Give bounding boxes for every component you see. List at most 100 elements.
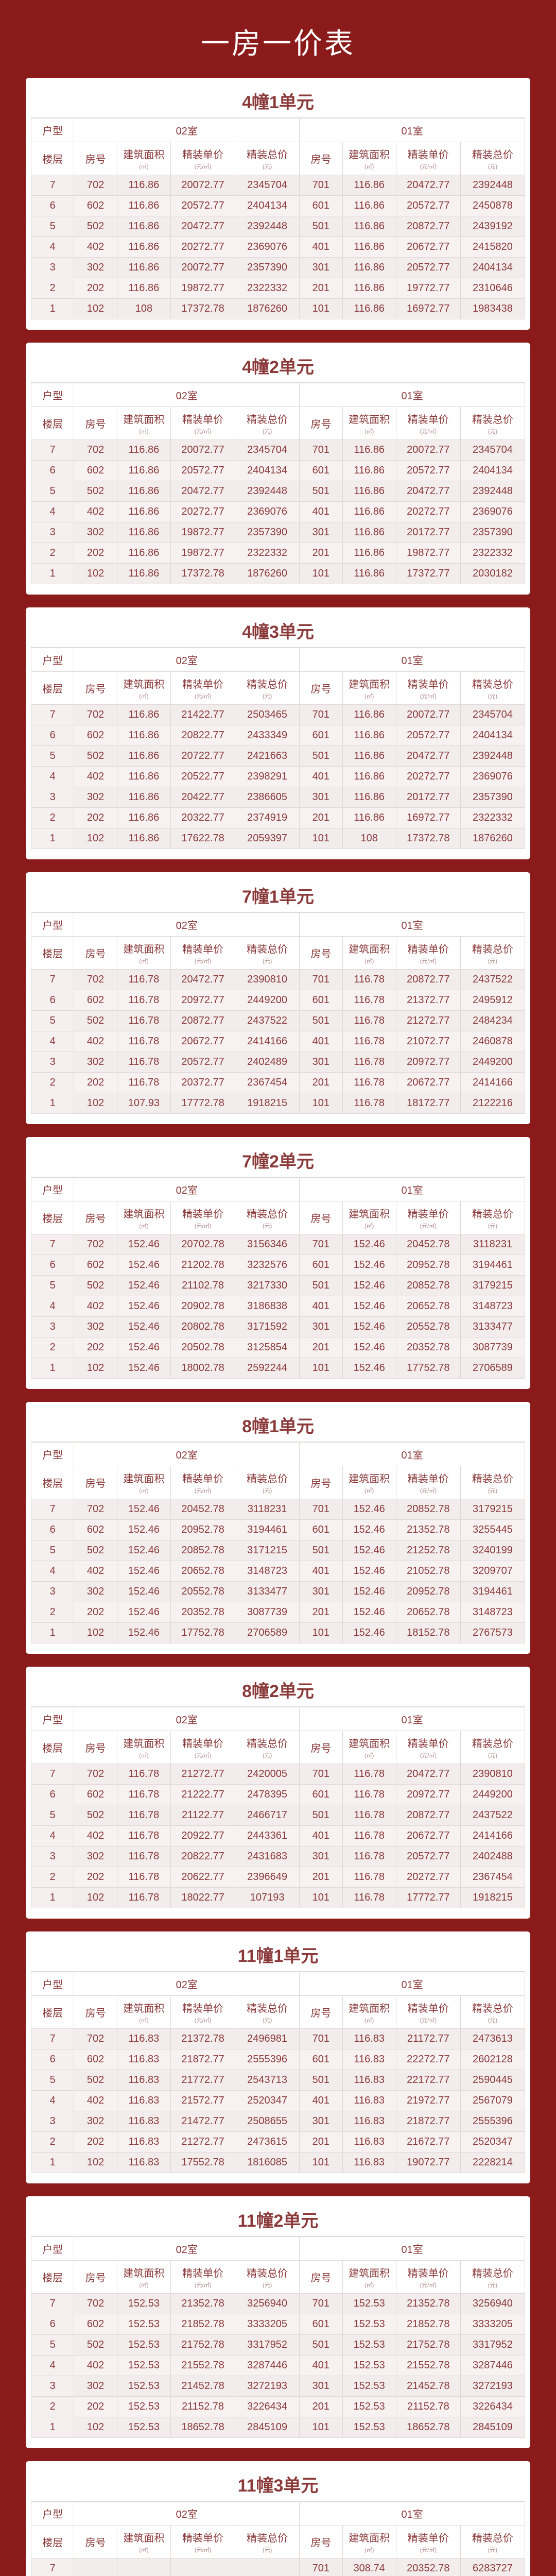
cell: 2392448	[460, 481, 525, 502]
cell: 302	[74, 258, 117, 278]
cell: 17372.78	[171, 564, 235, 584]
cell: 1	[31, 2417, 74, 2438]
cell: 152.46	[342, 1520, 396, 1540]
table-row: 5502152.4620852.783171215501152.4621252.…	[31, 1540, 525, 1561]
cell: 202	[74, 1337, 117, 1358]
cell: 21152.78	[171, 2397, 235, 2417]
table-row: 1102107.9317772.781918215101116.7818172.…	[31, 1093, 525, 1114]
col-hxc: 户型	[31, 383, 74, 407]
cell: 7	[31, 970, 74, 990]
col-header: 精装单价(元/㎡)	[396, 1731, 460, 1764]
cell: 19872.77	[396, 543, 460, 564]
table-row: 3302152.5321452.783272193301152.5321452.…	[31, 2376, 525, 2397]
cell: 302	[74, 1052, 117, 1073]
table-row: 6602152.5321852.783333205601152.5321852.…	[31, 2314, 525, 2335]
cell: 116.86	[342, 237, 396, 258]
cell: 116.78	[117, 1011, 170, 1031]
cell: 20572.77	[396, 1846, 460, 1867]
cell: 301	[300, 2376, 342, 2397]
cell: 116.86	[117, 461, 170, 481]
cell: 2495912	[460, 990, 525, 1011]
cell: 2590445	[460, 2070, 525, 2091]
cell: 116.83	[342, 2091, 396, 2111]
price-card: 11幢1单元户型02室01室楼层房号建筑面积(㎡)精装单价(元/㎡)精装总价(元…	[26, 1931, 530, 2183]
col-header: 精装单价(元/㎡)	[171, 407, 235, 440]
col-header: 精装总价(元)	[235, 2261, 300, 2294]
cell: 3317952	[235, 2335, 300, 2355]
col-header: 建筑面积(㎡)	[117, 1996, 170, 2029]
cell: 20272.77	[396, 1867, 460, 1888]
cell: 116.78	[342, 990, 396, 1011]
cell: 2	[31, 278, 74, 299]
cell: 2386605	[235, 787, 300, 808]
col-hxc: 户型	[31, 1707, 74, 1731]
cell: 152.46	[117, 1582, 170, 1602]
table-row: 110210817372.781876260101116.8616972.771…	[31, 299, 525, 319]
table-row: 1102116.8617622.78205939710110817372.781…	[31, 828, 525, 849]
col-header: 建筑面积(㎡)	[117, 142, 170, 175]
cell: 20472.77	[171, 481, 235, 502]
cell: 2450878	[460, 196, 525, 216]
cell: 20272.77	[396, 502, 460, 522]
cell: 502	[74, 216, 117, 237]
col-room01: 01室	[300, 1443, 525, 1466]
cell: 1876260	[460, 828, 525, 849]
cell: 116.86	[342, 522, 396, 543]
cell: 2396649	[235, 1867, 300, 1888]
col-room02: 02室	[74, 1707, 300, 1731]
cell: 302	[74, 1317, 117, 1337]
price-card: 11幢2单元户型02室01室楼层房号建筑面积(㎡)精装单价(元/㎡)精装总价(元…	[26, 2196, 530, 2448]
cell: 601	[300, 2314, 342, 2335]
cell: 20852.78	[396, 1276, 460, 1296]
cell: 201	[300, 1602, 342, 1623]
cell: 702	[74, 440, 117, 461]
price-card: 7幢2单元户型02室01室楼层房号建筑面积(㎡)精装单价(元/㎡)精装总价(元)…	[26, 1137, 530, 1389]
cell: 152.53	[117, 2335, 170, 2355]
col-header: 楼层	[31, 1466, 74, 1499]
cell: 102	[74, 2417, 117, 2438]
cell: 2567079	[460, 2091, 525, 2111]
cell: 502	[74, 746, 117, 767]
col-header: 楼层	[31, 672, 74, 705]
cell: 116.86	[117, 543, 170, 564]
cell: 152.46	[117, 1602, 170, 1623]
cell: 20472.77	[396, 746, 460, 767]
col-header: 建筑面积(㎡)	[342, 1466, 396, 1499]
col-header: 精装总价(元)	[460, 1731, 525, 1764]
cell: 3	[31, 1582, 74, 1602]
cell: 21852.78	[396, 2314, 460, 2335]
cell: 2520347	[235, 2091, 300, 2111]
table-row: 1102152.4617752.782706589101152.4618152.…	[31, 1623, 525, 1643]
cell: 20852.78	[396, 1499, 460, 1520]
cell: 301	[300, 522, 342, 543]
col-header: 精装总价(元)	[460, 407, 525, 440]
unit-title: 4幢3单元	[31, 613, 525, 648]
col-header: 房号	[74, 1466, 117, 1499]
cell: 501	[300, 2070, 342, 2091]
cell: 116.86	[342, 440, 396, 461]
cell: 602	[74, 2314, 117, 2335]
cell: 152.53	[342, 2355, 396, 2376]
table-row: 2202116.7820622.772396649201116.7820272.…	[31, 1867, 525, 1888]
cell: 2402489	[235, 1052, 300, 1073]
table-row: 6602116.8620572.772404134601116.8620572.…	[31, 461, 525, 481]
cell: 116.86	[342, 564, 396, 584]
cell: 21772.77	[171, 2070, 235, 2091]
cell: 17772.77	[396, 1888, 460, 1908]
cell: 116.78	[342, 1764, 396, 1785]
cell: 116.78	[342, 1805, 396, 1826]
cell: 22272.77	[396, 2049, 460, 2070]
cell: 5	[31, 2335, 74, 2355]
col-header: 精装单价(元/㎡)	[396, 1996, 460, 2029]
table-row: 7702152.4620702.783156346701152.4620452.…	[31, 1234, 525, 1255]
table-row: 3302152.4620802.783171592301152.4620552.…	[31, 1317, 525, 1337]
col-header: 精装总价(元)	[235, 1201, 300, 1234]
cell: 101	[300, 1623, 342, 1643]
col-hxc: 户型	[31, 2237, 74, 2261]
cell: 302	[74, 787, 117, 808]
cell: 108	[117, 299, 170, 319]
cell: 116.86	[117, 440, 170, 461]
cell: 2466717	[235, 1805, 300, 1826]
cell: 3194461	[235, 1520, 300, 1540]
cell: 116.86	[117, 725, 170, 746]
